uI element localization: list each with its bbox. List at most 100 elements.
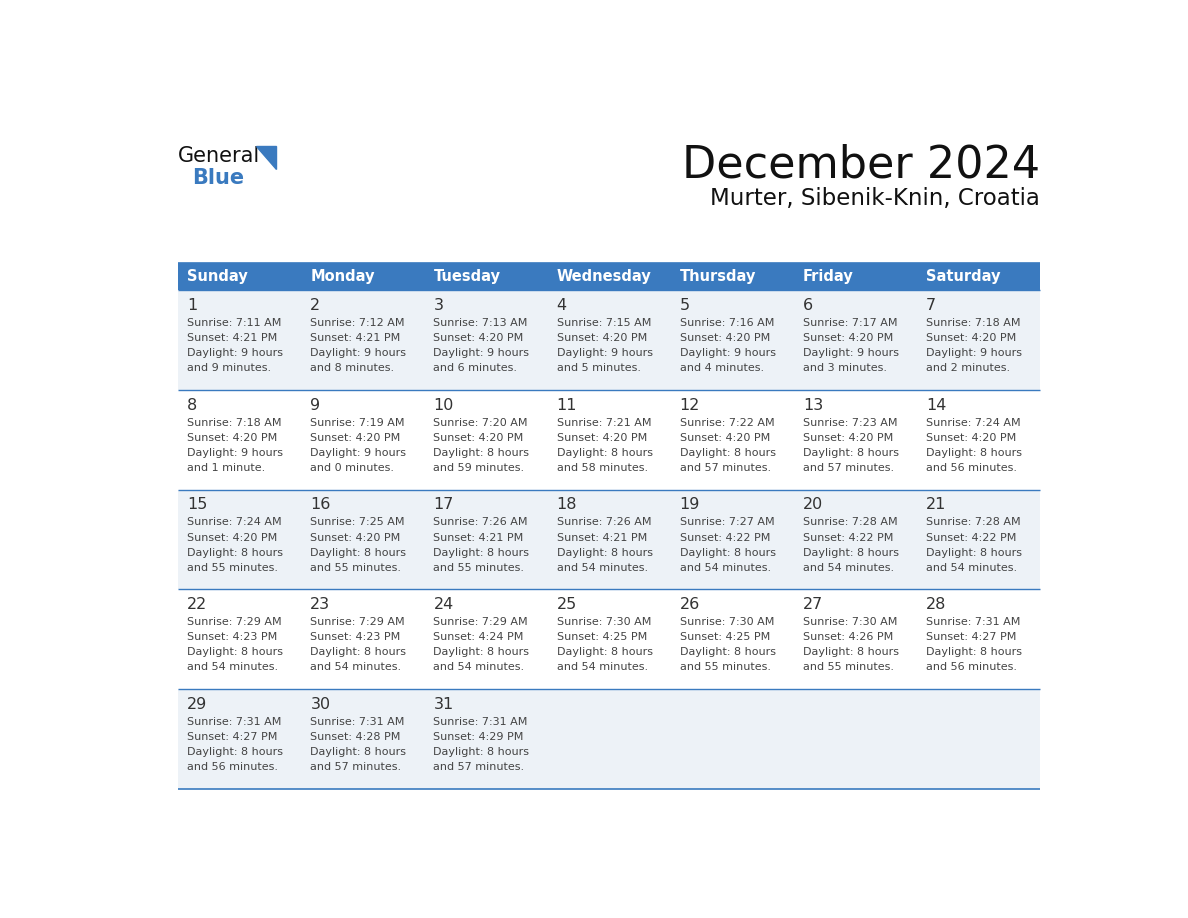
Text: Sunrise: 7:25 AM: Sunrise: 7:25 AM — [310, 518, 405, 528]
Text: Sunset: 4:25 PM: Sunset: 4:25 PM — [680, 633, 770, 643]
Text: Sunset: 4:27 PM: Sunset: 4:27 PM — [925, 633, 1016, 643]
Text: and 54 minutes.: and 54 minutes. — [680, 563, 771, 573]
Text: and 56 minutes.: and 56 minutes. — [925, 662, 1017, 672]
Text: Sunset: 4:25 PM: Sunset: 4:25 PM — [557, 633, 646, 643]
Text: and 3 minutes.: and 3 minutes. — [803, 364, 886, 373]
Text: Sunrise: 7:15 AM: Sunrise: 7:15 AM — [557, 318, 651, 328]
Text: Sunset: 4:22 PM: Sunset: 4:22 PM — [925, 532, 1016, 543]
Text: Daylight: 9 hours: Daylight: 9 hours — [680, 348, 776, 358]
Text: Daylight: 8 hours: Daylight: 8 hours — [557, 647, 652, 657]
Text: 22: 22 — [188, 598, 208, 612]
Text: 19: 19 — [680, 498, 700, 512]
Bar — [670, 263, 794, 290]
Text: Sunset: 4:24 PM: Sunset: 4:24 PM — [434, 633, 524, 643]
Text: Thursday: Thursday — [680, 269, 756, 284]
Text: Sunset: 4:20 PM: Sunset: 4:20 PM — [188, 532, 278, 543]
Text: and 57 minutes.: and 57 minutes. — [434, 762, 525, 772]
Text: December 2024: December 2024 — [682, 143, 1040, 186]
Text: Sunrise: 7:11 AM: Sunrise: 7:11 AM — [188, 318, 282, 328]
Text: Daylight: 9 hours: Daylight: 9 hours — [188, 348, 283, 358]
Text: 13: 13 — [803, 397, 823, 413]
Text: Sunset: 4:20 PM: Sunset: 4:20 PM — [434, 432, 524, 442]
Text: Daylight: 8 hours: Daylight: 8 hours — [188, 747, 283, 757]
Text: and 5 minutes.: and 5 minutes. — [557, 364, 640, 373]
Text: and 54 minutes.: and 54 minutes. — [925, 563, 1017, 573]
Text: Sunrise: 7:30 AM: Sunrise: 7:30 AM — [803, 617, 897, 627]
Text: Daylight: 9 hours: Daylight: 9 hours — [310, 348, 406, 358]
Text: and 8 minutes.: and 8 minutes. — [310, 364, 394, 373]
Text: Sunrise: 7:30 AM: Sunrise: 7:30 AM — [557, 617, 651, 627]
Text: and 4 minutes.: and 4 minutes. — [680, 364, 764, 373]
Text: and 57 minutes.: and 57 minutes. — [310, 762, 402, 772]
Text: Blue: Blue — [192, 168, 244, 188]
Text: 29: 29 — [188, 697, 208, 711]
Text: Sunrise: 7:29 AM: Sunrise: 7:29 AM — [310, 617, 405, 627]
Text: and 55 minutes.: and 55 minutes. — [803, 662, 893, 672]
Text: Sunset: 4:20 PM: Sunset: 4:20 PM — [680, 432, 770, 442]
Text: Sunset: 4:22 PM: Sunset: 4:22 PM — [803, 532, 893, 543]
Text: Sunrise: 7:23 AM: Sunrise: 7:23 AM — [803, 418, 897, 428]
Text: Sunrise: 7:22 AM: Sunrise: 7:22 AM — [680, 418, 775, 428]
Text: Sunset: 4:20 PM: Sunset: 4:20 PM — [803, 333, 893, 343]
Bar — [424, 263, 548, 290]
Text: Sunset: 4:20 PM: Sunset: 4:20 PM — [557, 333, 646, 343]
Text: 3: 3 — [434, 298, 443, 313]
Text: Sunrise: 7:31 AM: Sunrise: 7:31 AM — [434, 717, 527, 727]
Text: Sunrise: 7:24 AM: Sunrise: 7:24 AM — [188, 518, 282, 528]
Text: 11: 11 — [557, 397, 577, 413]
Text: General: General — [178, 146, 260, 165]
Text: Murter, Sibenik-Knin, Croatia: Murter, Sibenik-Knin, Croatia — [710, 187, 1040, 210]
Text: Sunset: 4:28 PM: Sunset: 4:28 PM — [310, 732, 400, 742]
Bar — [301, 263, 424, 290]
Text: Sunday: Sunday — [188, 269, 248, 284]
Text: Daylight: 8 hours: Daylight: 8 hours — [803, 448, 899, 458]
Text: Sunset: 4:20 PM: Sunset: 4:20 PM — [925, 333, 1016, 343]
Text: Sunset: 4:20 PM: Sunset: 4:20 PM — [557, 432, 646, 442]
Text: and 1 minute.: and 1 minute. — [188, 463, 265, 473]
Text: 26: 26 — [680, 598, 700, 612]
Text: Sunset: 4:23 PM: Sunset: 4:23 PM — [310, 633, 400, 643]
Text: Sunset: 4:23 PM: Sunset: 4:23 PM — [188, 633, 278, 643]
Text: Sunrise: 7:26 AM: Sunrise: 7:26 AM — [557, 518, 651, 528]
Text: 18: 18 — [557, 498, 577, 512]
Text: Daylight: 8 hours: Daylight: 8 hours — [188, 547, 283, 557]
Text: Daylight: 9 hours: Daylight: 9 hours — [434, 348, 530, 358]
Text: Daylight: 8 hours: Daylight: 8 hours — [680, 647, 776, 657]
Text: 8: 8 — [188, 397, 197, 413]
Text: Sunset: 4:21 PM: Sunset: 4:21 PM — [310, 333, 400, 343]
Bar — [178, 589, 1040, 689]
Text: and 54 minutes.: and 54 minutes. — [188, 662, 278, 672]
Text: Daylight: 8 hours: Daylight: 8 hours — [310, 547, 406, 557]
Text: 7: 7 — [925, 298, 936, 313]
Text: 2: 2 — [310, 298, 321, 313]
Text: 20: 20 — [803, 498, 823, 512]
Text: and 58 minutes.: and 58 minutes. — [557, 463, 647, 473]
Text: 12: 12 — [680, 397, 700, 413]
Text: Daylight: 8 hours: Daylight: 8 hours — [434, 647, 530, 657]
Text: 23: 23 — [310, 598, 330, 612]
Polygon shape — [257, 146, 277, 170]
Text: Daylight: 8 hours: Daylight: 8 hours — [557, 448, 652, 458]
Text: Sunset: 4:21 PM: Sunset: 4:21 PM — [434, 532, 524, 543]
Text: Sunrise: 7:18 AM: Sunrise: 7:18 AM — [188, 418, 282, 428]
Text: Sunset: 4:26 PM: Sunset: 4:26 PM — [803, 633, 893, 643]
Text: 4: 4 — [557, 298, 567, 313]
Text: Sunset: 4:20 PM: Sunset: 4:20 PM — [310, 532, 400, 543]
Text: 30: 30 — [310, 697, 330, 711]
Text: Daylight: 8 hours: Daylight: 8 hours — [434, 747, 530, 757]
Text: Sunset: 4:20 PM: Sunset: 4:20 PM — [310, 432, 400, 442]
Text: Sunset: 4:29 PM: Sunset: 4:29 PM — [434, 732, 524, 742]
Text: Sunrise: 7:28 AM: Sunrise: 7:28 AM — [803, 518, 897, 528]
Text: Sunrise: 7:13 AM: Sunrise: 7:13 AM — [434, 318, 527, 328]
Text: Daylight: 8 hours: Daylight: 8 hours — [310, 647, 406, 657]
Text: Daylight: 8 hours: Daylight: 8 hours — [310, 747, 406, 757]
Text: Sunrise: 7:19 AM: Sunrise: 7:19 AM — [310, 418, 405, 428]
Text: 6: 6 — [803, 298, 813, 313]
Text: Sunrise: 7:18 AM: Sunrise: 7:18 AM — [925, 318, 1020, 328]
Text: 10: 10 — [434, 397, 454, 413]
Text: Sunrise: 7:29 AM: Sunrise: 7:29 AM — [434, 617, 529, 627]
Text: Sunrise: 7:27 AM: Sunrise: 7:27 AM — [680, 518, 775, 528]
Text: 16: 16 — [310, 498, 330, 512]
Text: Sunset: 4:20 PM: Sunset: 4:20 PM — [925, 432, 1016, 442]
Text: Sunrise: 7:26 AM: Sunrise: 7:26 AM — [434, 518, 527, 528]
